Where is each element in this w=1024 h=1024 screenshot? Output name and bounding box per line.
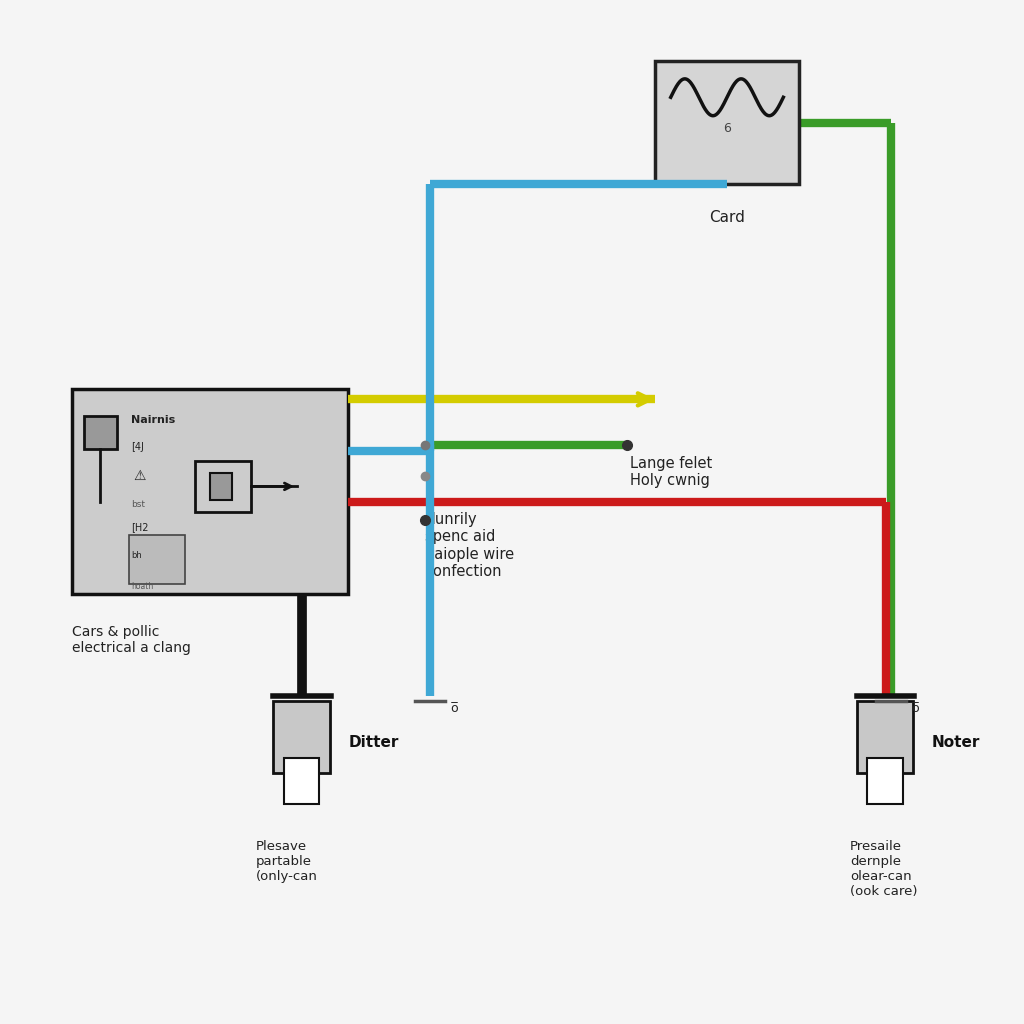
Text: 6: 6 — [723, 122, 731, 134]
Bar — [867, 758, 903, 804]
Text: [4J: [4J — [131, 442, 144, 453]
Text: ⚠: ⚠ — [133, 469, 145, 483]
Bar — [857, 701, 913, 773]
Text: Nunrily
spenc aid
paiople wire
confection: Nunrily spenc aid paiople wire confectio… — [425, 512, 514, 580]
Text: Noter: Noter — [932, 735, 980, 750]
Text: Plesave
partable
(only-can: Plesave partable (only-can — [256, 840, 317, 883]
Text: o̅: o̅ — [911, 702, 919, 715]
Bar — [655, 61, 799, 184]
Text: Cars & pollic
electrical a clang: Cars & pollic electrical a clang — [72, 625, 190, 654]
Bar — [129, 535, 185, 584]
Text: bst: bst — [131, 500, 145, 509]
Text: o̅: o̅ — [451, 702, 458, 715]
Text: Lange felet
Holy cwnig: Lange felet Holy cwnig — [630, 456, 712, 488]
Text: [H2: [H2 — [131, 522, 148, 532]
Bar — [273, 701, 330, 773]
Bar — [195, 461, 251, 512]
Bar — [284, 758, 319, 804]
Bar — [210, 473, 232, 500]
Text: bh: bh — [131, 551, 141, 560]
Text: Ditter: Ditter — [348, 735, 398, 750]
Text: Card: Card — [709, 210, 745, 225]
Bar — [72, 389, 348, 594]
Text: Nairnis: Nairnis — [131, 415, 175, 425]
Text: Presaile
dernple
olear-can
(ook care): Presaile dernple olear-can (ook care) — [850, 840, 918, 898]
Bar — [84, 416, 117, 449]
Text: hoath: hoath — [131, 582, 154, 591]
